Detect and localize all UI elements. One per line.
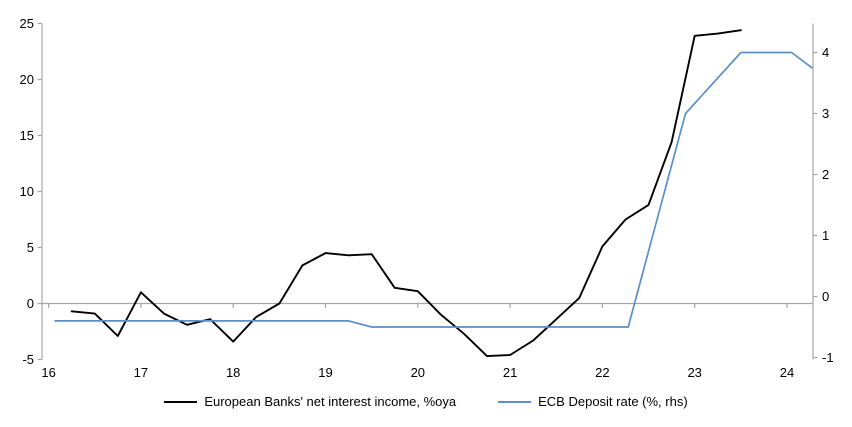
x-axis-tick-label: 17 — [134, 365, 148, 380]
legend: European Banks' net interest income, %oy… — [0, 394, 852, 410]
right-axis-tick-label: 3 — [822, 106, 829, 121]
x-axis-tick-label: 16 — [41, 365, 55, 380]
x-axis-tick-label: 20 — [411, 365, 425, 380]
right-axis-tick-label: 1 — [822, 228, 829, 243]
left-axis-tick-label: 15 — [20, 128, 34, 143]
left-axis-tick-label: 20 — [20, 72, 34, 87]
x-axis-tick-label: 18 — [226, 365, 240, 380]
x-axis-tick-label: 22 — [595, 365, 609, 380]
left-axis-tick-label: 0 — [27, 296, 34, 311]
left-axis-tick-label: 10 — [20, 184, 34, 199]
right-axis-tick-label: 4 — [822, 45, 829, 60]
legend-line-swatch-black — [164, 401, 198, 403]
series-line-ecb-deposit-rate — [54, 51, 813, 328]
legend-item-net-interest-income: European Banks' net interest income, %oy… — [164, 394, 456, 410]
legend-line-swatch-blue — [498, 401, 532, 403]
right-axis-tick-label: 0 — [822, 289, 829, 304]
right-axis-tick-label: 2 — [822, 167, 829, 182]
legend-label-net-interest-income: European Banks' net interest income, %oy… — [204, 394, 457, 409]
x-axis-tick-label: 23 — [687, 365, 701, 380]
legend-item-ecb-deposit-rate: ECB Deposit rate (%, rhs) — [498, 394, 688, 410]
left-axis-tick-label: -5 — [22, 352, 34, 367]
series-line-net-interest-income — [70, 29, 742, 358]
x-axis-tick-label: 24 — [780, 365, 794, 380]
x-axis-tick-label: 21 — [503, 365, 517, 380]
left-axis-tick-label: 5 — [27, 240, 34, 255]
right-axis-tick-label: -1 — [822, 350, 834, 365]
left-axis-tick-label: 25 — [20, 16, 34, 31]
legend-label-ecb-deposit-rate: ECB Deposit rate (%, rhs) — [538, 394, 688, 409]
x-axis-tick-label: 19 — [318, 365, 332, 380]
